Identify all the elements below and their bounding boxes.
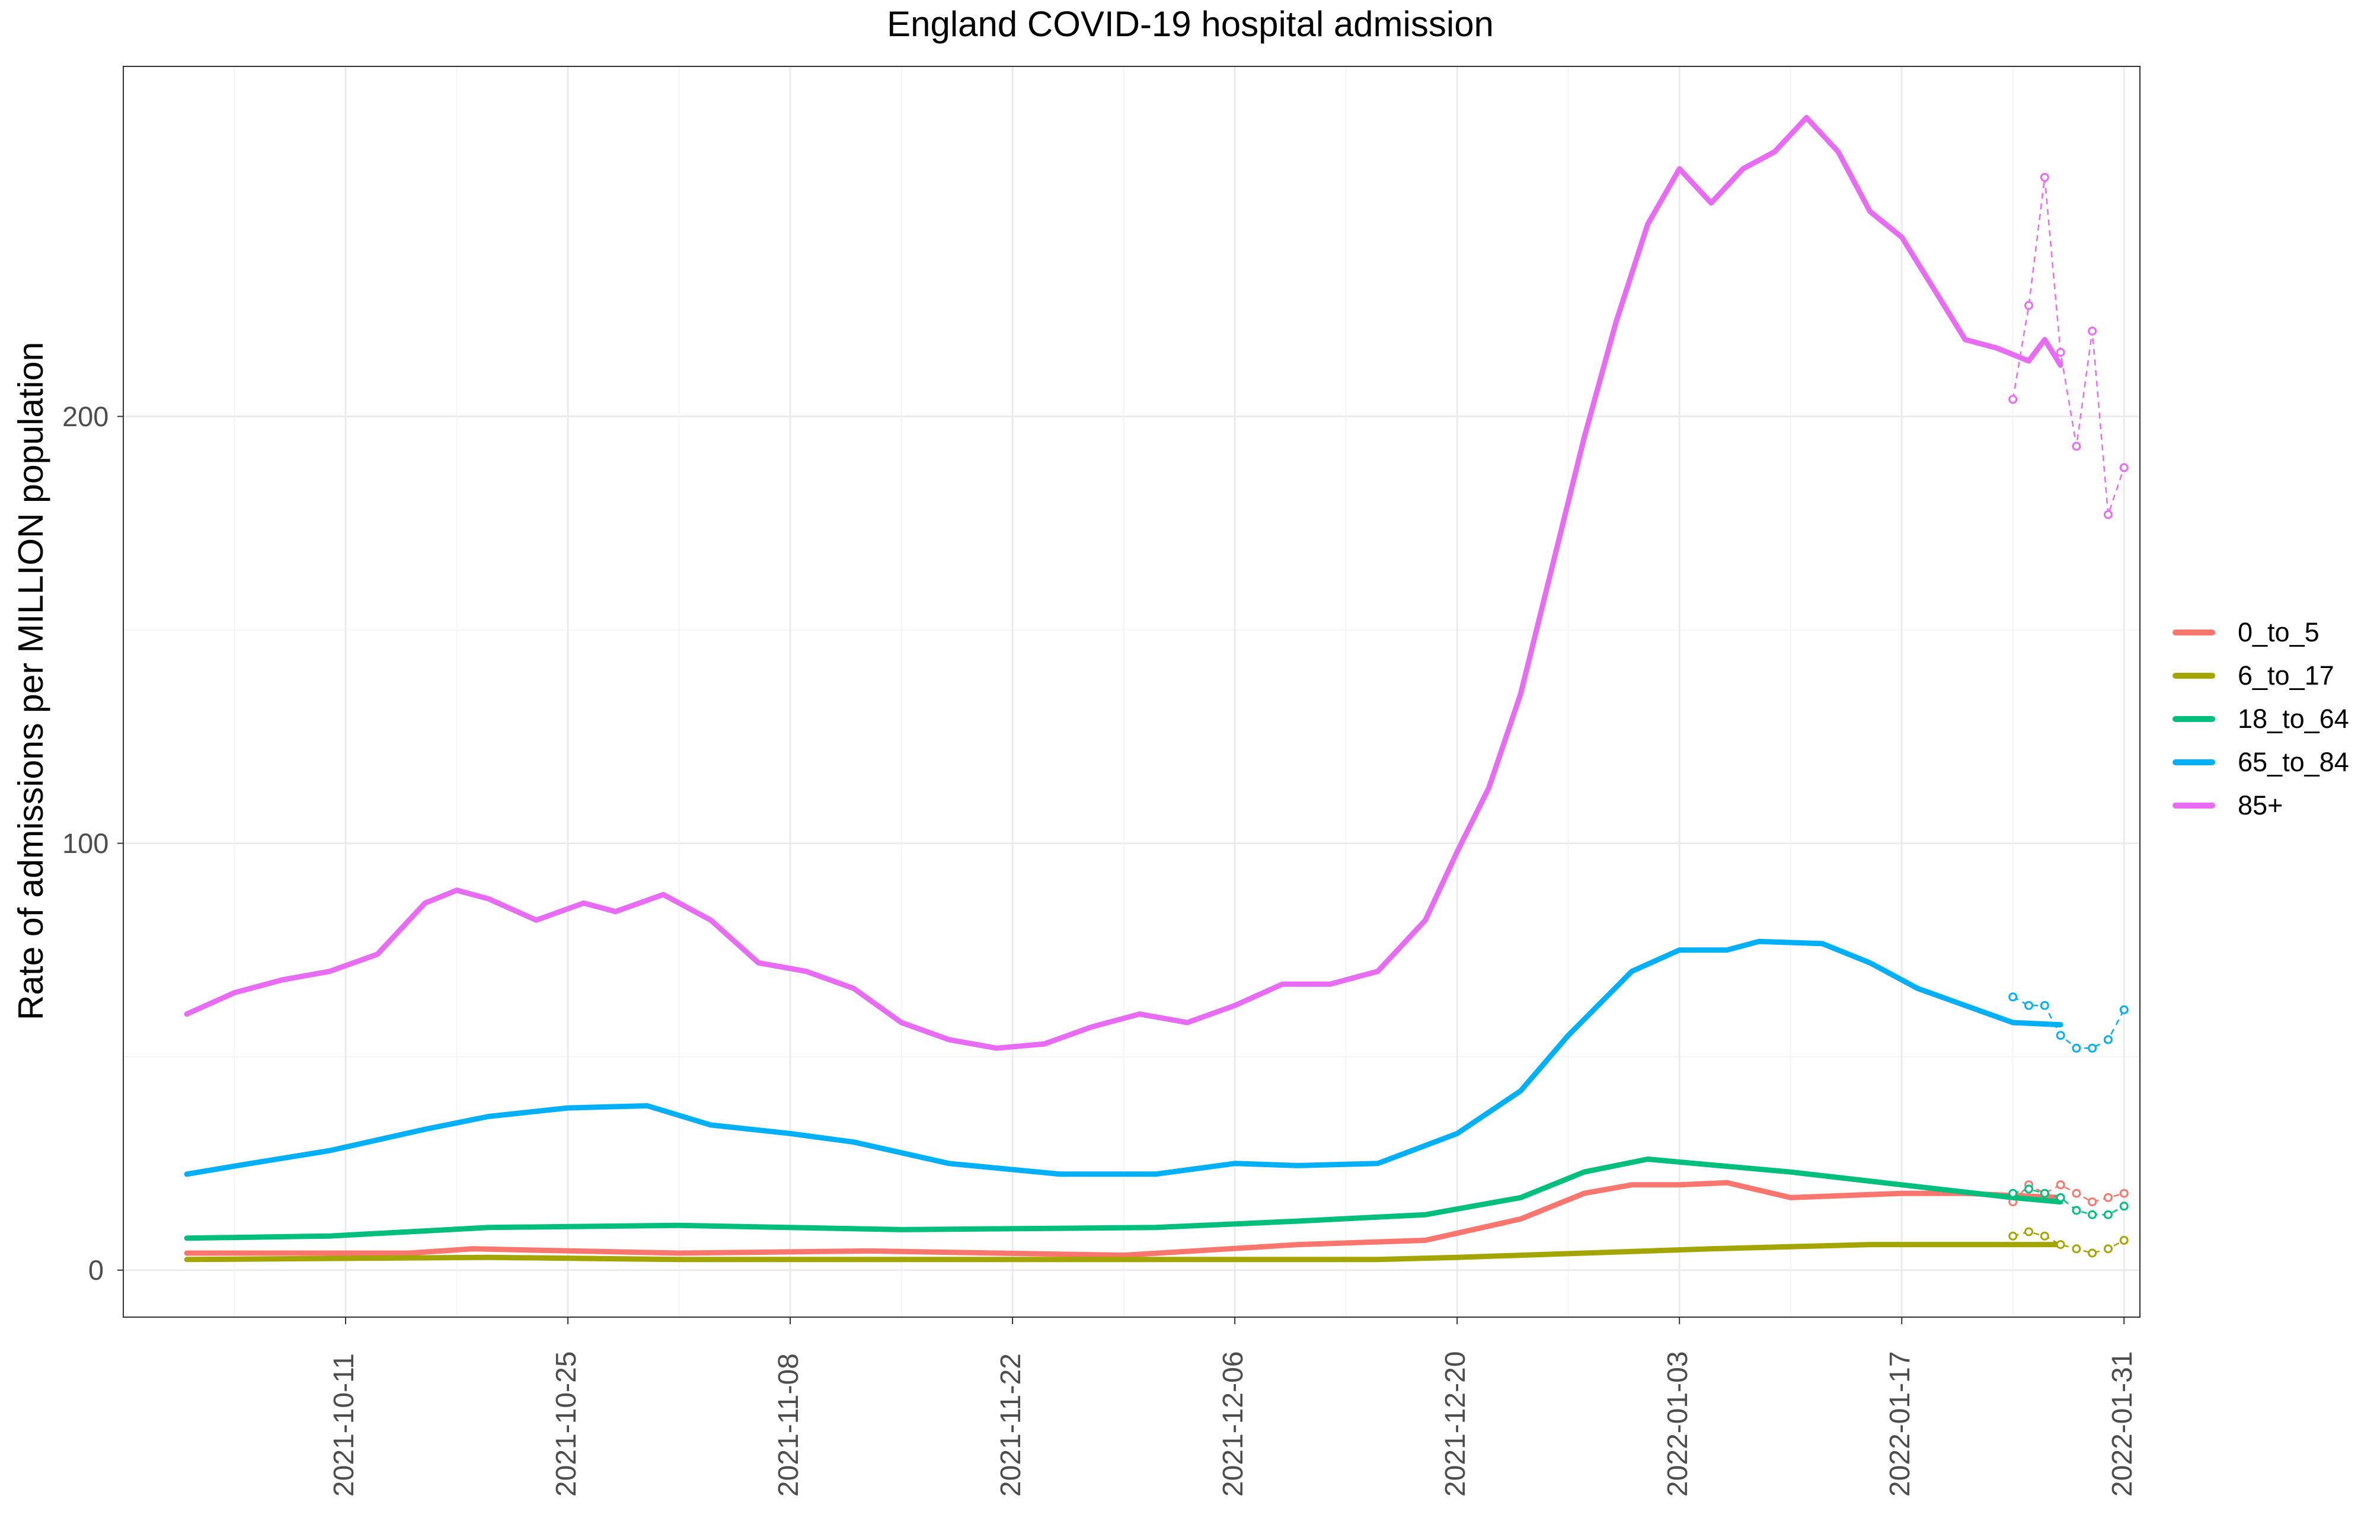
legend-label: 65_to_84	[2238, 746, 2349, 777]
data-point-65-to-84	[2056, 1031, 2065, 1040]
y-tick-label: 100	[62, 827, 109, 859]
data-point-85-	[2008, 395, 2018, 404]
series-line-65-to-84	[184, 938, 2063, 1177]
legend-item-65-to-84: 65_to_84	[2173, 740, 2368, 784]
legend-label: 6_to_17	[2238, 660, 2334, 691]
x-tick-label: 2021-12-20	[1440, 1351, 1472, 1497]
gridlines	[123, 66, 2140, 1317]
data-point-6-to-17	[2008, 1231, 2018, 1241]
data-point-6-to-17	[2072, 1244, 2081, 1254]
data-point-85-	[2072, 442, 2081, 451]
data-point-18-to-64	[2103, 1210, 2113, 1219]
panel-border	[123, 66, 2141, 1318]
legend: 0_to_5 6_to_17 18_to_64 65_to_84 85+	[2173, 611, 2368, 827]
data-point-6-to-17	[2024, 1227, 2033, 1237]
x-tick-label: 2021-10-25	[551, 1351, 583, 1497]
legend-item-0-to-5: 0_to_5	[2173, 611, 2368, 654]
legend-key-85-	[2173, 802, 2215, 809]
data-point-18-to-64	[2119, 1202, 2129, 1211]
data-point-18-to-64	[2072, 1206, 2081, 1215]
x-tick-label: 2021-11-08	[773, 1353, 805, 1497]
series-layer	[184, 114, 2129, 1263]
data-point-65-to-84	[2008, 992, 2018, 1002]
data-point-18-to-64	[2056, 1193, 2065, 1202]
data-point-18-to-64	[2008, 1188, 2018, 1198]
legend-key-18-to-64	[2173, 715, 2215, 722]
data-point-6-to-17	[2119, 1235, 2129, 1245]
legend-key-0-to-5	[2173, 629, 2215, 635]
data-point-6-to-17	[2088, 1248, 2097, 1258]
legend-key-6-to-17	[2173, 672, 2215, 679]
x-tick-label: 2022-01-03	[1662, 1351, 1694, 1497]
data-point-85-	[2024, 301, 2033, 310]
data-point-85-	[2119, 463, 2129, 472]
legend-label: 85+	[2238, 790, 2283, 820]
axis-ticks	[117, 416, 2125, 1324]
data-point-0-to-5	[2072, 1188, 2081, 1198]
data-point-65-to-84	[2024, 1001, 2033, 1010]
legend-item-6-to-17: 6_to_17	[2173, 654, 2368, 697]
series-line-0-to-5	[184, 1180, 2063, 1258]
x-tick-label: 2021-10-11	[328, 1353, 360, 1497]
data-point-65-to-84	[2040, 1001, 2049, 1010]
data-point-65-to-84	[2072, 1043, 2081, 1053]
x-tick-label: 2022-01-31	[2107, 1351, 2139, 1497]
data-point-18-to-64	[2088, 1210, 2097, 1219]
series-line-18-to-64	[184, 1156, 2063, 1241]
x-tick-label: 2021-11-22	[995, 1353, 1027, 1497]
legend-item-85-: 85+	[2173, 784, 2368, 827]
data-point-85-	[2088, 327, 2097, 336]
legend-label: 0_to_5	[2238, 616, 2320, 647]
data-point-0-to-5	[2103, 1193, 2113, 1202]
x-tick-label: 2022-01-17	[1884, 1351, 1916, 1497]
legend-key-65-to-84	[2173, 759, 2215, 765]
data-point-6-to-17	[2103, 1244, 2113, 1254]
y-tick-label: 200	[62, 400, 109, 432]
legend-item-18-to-64: 18_to_64	[2173, 697, 2368, 740]
data-point-85-	[2056, 348, 2065, 357]
panel-background	[123, 66, 2140, 1317]
data-point-65-to-84	[2103, 1035, 2113, 1044]
data-point-85-	[2040, 172, 2049, 182]
data-point-0-to-5	[2088, 1197, 2097, 1207]
y-tick-label: 0	[88, 1254, 104, 1286]
chart-title: England COVID-19 hospital admission	[887, 4, 1494, 44]
data-point-18-to-64	[2024, 1184, 2033, 1194]
x-tick-label: 2021-12-06	[1218, 1351, 1250, 1497]
data-point-65-to-84	[2088, 1043, 2097, 1053]
data-point-6-to-17	[2040, 1231, 2049, 1241]
data-point-6-to-17	[2056, 1240, 2065, 1250]
series-line-85-	[184, 114, 2063, 1051]
data-point-85-	[2103, 510, 2113, 519]
data-point-0-to-5	[2056, 1180, 2065, 1190]
data-point-65-to-84	[2119, 1005, 2129, 1014]
data-point-0-to-5	[2119, 1188, 2129, 1198]
legend-label: 18_to_64	[2238, 703, 2349, 734]
series-line-6-to-17	[184, 1242, 2063, 1263]
data-point-18-to-64	[2040, 1188, 2049, 1198]
